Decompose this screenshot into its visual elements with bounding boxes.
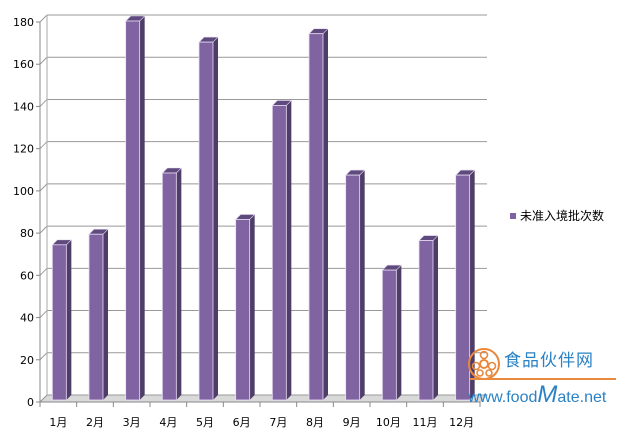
bar-side [323,28,328,401]
y-tick-label: 40 [20,312,34,325]
foodmate-watermark: 食品伙伴网 www.foodMate.net [466,346,619,412]
x-tick-label: 8月 [306,416,324,429]
bar [88,233,104,401]
x-tick-label: 11月 [413,416,438,429]
gridline-slant [39,267,48,276]
y-tick-label: 140 [13,100,34,113]
x-tick-label: 10月 [376,416,401,429]
flower-logo-icon [468,348,500,380]
watermark-divider [470,378,616,380]
bar [161,172,177,401]
gridline-slant [39,225,48,234]
url-suffix: ate.net [557,389,607,406]
bar-side [433,235,438,400]
bar [125,20,141,401]
gridline-slant [39,183,48,192]
y-tick-label: 60 [20,269,34,282]
gridline-slant [39,99,48,107]
bar-side [359,170,365,400]
bar [381,269,397,401]
y-tick-label: 160 [13,58,34,71]
gridline-slant [39,352,48,361]
bar-side [396,265,402,400]
bar-side [139,16,145,400]
bar [271,105,287,401]
bar [345,174,361,401]
y-tick-label: 20 [20,354,34,367]
gridline-slant [39,310,48,318]
x-tick-label: 12月 [449,416,474,429]
x-tick-label: 4月 [159,416,177,429]
y-tick-label: 80 [20,227,34,240]
url-prefix: www.food [468,389,538,406]
x-tick-label: 1月 [49,416,67,429]
bar [51,244,67,401]
bar-side [176,168,182,400]
bar [235,219,251,401]
gridline-slant [39,141,48,150]
bar-side [66,239,72,400]
gridline-slant [39,56,48,65]
legend-label: 未准入境批次数 [520,209,605,223]
bar-side [213,37,218,400]
y-tick-label: 120 [13,143,34,156]
x-tick-label: 7月 [269,416,287,429]
y-tick-label: 100 [13,185,34,198]
bar-side [249,214,255,400]
x-tick-label: 2月 [86,416,104,429]
bar [418,240,434,401]
url-m: M [537,381,558,408]
y-tick-label: 180 [13,16,34,29]
gridline-slant [39,394,48,403]
x-tick-label: 6月 [233,416,251,429]
gridline-slant [39,14,48,23]
bar-side [469,170,475,400]
legend-swatch [510,212,516,219]
x-tick-label: 3月 [123,416,141,429]
x-tick-label: 5月 [196,416,214,429]
bar [308,33,324,401]
bar-side [286,100,292,400]
watermark-url: www.foodMate.net [468,382,606,411]
bar [198,41,214,401]
watermark-name: 食品伙伴网 [504,351,594,371]
x-tick-label: 9月 [343,416,361,429]
y-tick-label: 0 [27,396,34,409]
legend: 未准入境批次数 [510,207,604,224]
bar-side [103,229,108,400]
bar [455,174,471,401]
